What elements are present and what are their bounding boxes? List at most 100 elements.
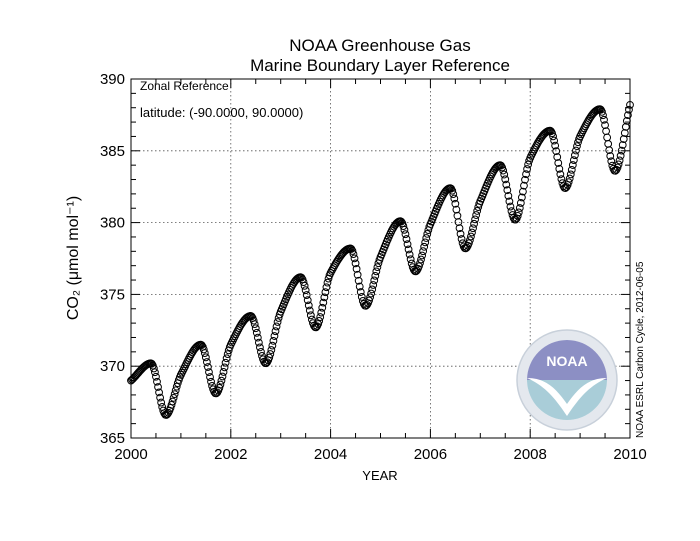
data-point [472,211,481,219]
data-point [152,372,160,381]
data-point [349,250,358,259]
data-point [317,308,326,317]
x-tick-label: 2008 [514,446,547,463]
data-point [200,349,209,357]
data-point [371,271,380,280]
data-point [348,247,357,255]
data-point [454,218,463,226]
data-point [449,190,458,198]
data-point [421,238,430,247]
data-point [522,170,530,179]
data-point [168,397,177,406]
x-axis-label: YEAR [362,468,397,483]
data-point [450,194,459,203]
data-point [265,353,274,362]
data-point [204,363,212,371]
data-point [600,115,608,124]
data-point [253,333,262,342]
data-point [354,276,363,285]
data-point [302,291,311,299]
data-point [621,122,630,131]
data-point [202,358,211,366]
data-point [169,393,178,402]
data-point [305,306,314,315]
data-point [197,341,206,350]
data-point [369,281,378,289]
data-point [247,312,256,321]
data-point [505,197,514,206]
y-tick-label: 375 [100,286,125,303]
data-point [366,293,375,302]
data-point [170,390,179,399]
data-point [249,316,258,325]
data-point [254,338,263,347]
data-point [573,142,581,151]
data-point [397,217,406,226]
data-point [363,300,371,309]
data-point [609,164,618,173]
data-point [356,288,365,296]
data-point [605,146,614,155]
data-point [319,298,328,307]
data-point [554,159,563,167]
data-point [372,267,381,276]
data-point [269,337,278,345]
data-point [504,191,513,200]
data-point [250,320,259,329]
noaa-logo-text: NOAA [546,353,587,369]
data-point [355,282,364,291]
y-tick-label: 380 [100,215,125,232]
data-point [326,268,335,277]
data-point [497,161,505,170]
data-point [617,146,626,155]
data-point [455,224,464,233]
data-point [323,278,332,287]
data-point [409,265,418,274]
data-point [516,199,525,207]
data-point [303,296,312,305]
data-point [351,259,360,268]
data-point [301,286,310,295]
data-point [500,170,509,179]
data-point [467,232,475,241]
data-point [571,151,579,160]
data-point [506,202,515,211]
data-point [217,376,226,385]
data-point [557,175,566,184]
data-point [568,161,577,169]
data-point [521,175,529,184]
data-point [469,224,477,233]
data-point [151,368,159,377]
data-point [297,273,306,282]
data-point [357,293,366,301]
data-point [456,230,465,238]
data-point [511,215,520,224]
y-tick-label: 370 [100,358,125,375]
data-point [519,187,527,196]
data-point [223,350,232,359]
data-point [306,311,315,320]
data-point [304,301,313,310]
annotation-zonal: Zonal Reference [140,79,229,93]
data-point [347,245,356,253]
data-point [149,364,158,373]
data-point [418,251,426,260]
data-point [513,211,522,220]
data-point [565,174,574,183]
data-point [614,160,623,169]
data-point [515,204,524,212]
data-point [417,255,425,264]
data-point [464,239,473,248]
data-point [618,141,627,149]
data-point [205,368,213,377]
data-point [564,178,573,187]
data-point [551,141,560,150]
data-point [624,111,632,120]
data-point [523,165,531,173]
data-point [423,229,432,238]
data-point [321,288,330,297]
plot-frame [130,78,631,439]
data-point [251,324,260,333]
data-point [502,180,511,189]
